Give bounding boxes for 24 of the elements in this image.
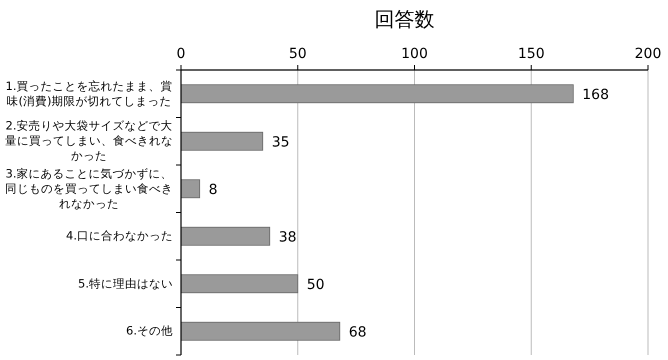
x-tick-label: 150: [518, 46, 545, 62]
y-tick-label: 1.買ったことを忘れたまま、賞味(消費)期限が切れてしまった: [5, 78, 173, 109]
y-tick-label: 5.特に理由はない: [78, 276, 173, 292]
bar: [180, 84, 574, 104]
data-label: 35: [272, 134, 290, 150]
bar: [180, 274, 298, 294]
x-tick-label: 200: [634, 46, 662, 62]
data-label: 8: [208, 182, 218, 198]
x-tick-label: 50: [288, 46, 307, 62]
y-tick-label: 2.安売りや大袋サイズなどで大量に買ってしまい、食べきれなかった: [5, 118, 173, 164]
data-label: 168: [582, 86, 610, 103]
bar: [180, 322, 340, 341]
data-label: 50: [306, 276, 325, 293]
bar: [180, 132, 264, 151]
data-label: 38: [278, 229, 297, 246]
chart-title: 回答数: [374, 7, 434, 31]
bar: [180, 226, 270, 246]
bar: [180, 179, 200, 198]
y-tick-label: 3.家にあることに気づかずに、同じものを買ってしまい食べきれなかった: [5, 166, 173, 212]
y-tick-label: 4.口に合わなかった: [66, 228, 173, 244]
data-label: 68: [348, 324, 367, 340]
x-tick-label: 0: [176, 46, 186, 62]
y-tick-label: 6.その他: [126, 324, 173, 339]
x-tick-label: 100: [401, 46, 428, 62]
